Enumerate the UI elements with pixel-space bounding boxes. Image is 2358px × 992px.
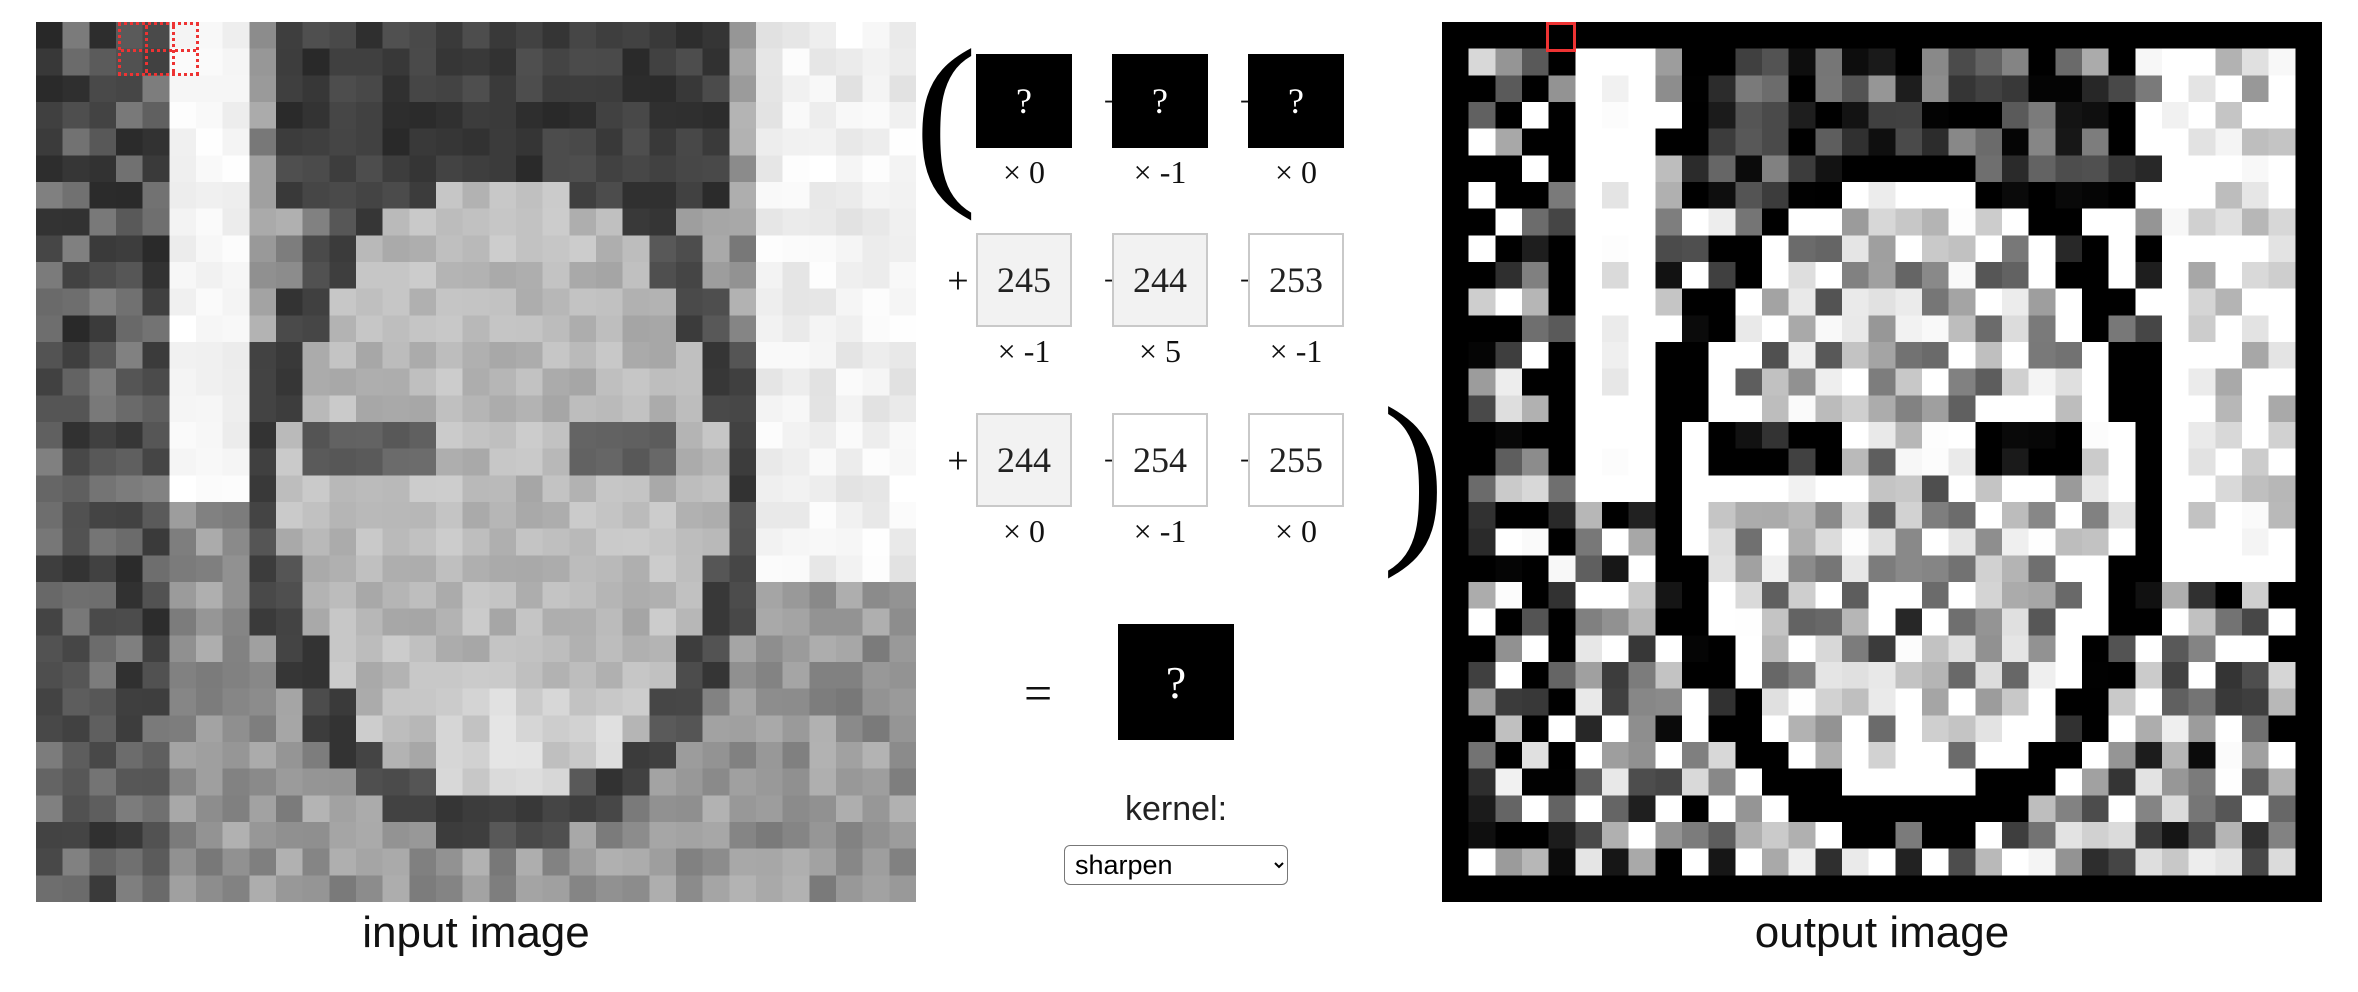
left-parenthesis: ( [914, 12, 978, 222]
equation-cell: 244 [976, 413, 1072, 507]
result-cell: ? [1118, 624, 1234, 740]
equation-cell: 253 [1248, 233, 1344, 327]
kernel-weight: × 0 [1274, 154, 1318, 190]
input-image[interactable] [36, 22, 916, 902]
equation-cell: 245 [976, 233, 1072, 327]
output-pixel-marker [1546, 22, 1576, 52]
equation-cell: 254 [1112, 413, 1208, 507]
plus-sign: + [947, 260, 969, 302]
input-image-pixels[interactable] [36, 22, 916, 902]
kernel-selection-box [118, 22, 199, 76]
output-image-caption: output image [1754, 908, 2010, 957]
equation-cell: ? [1112, 54, 1208, 148]
kernel-label: kernel: [1124, 790, 1228, 828]
kernel-weight: × 0 [1274, 513, 1318, 549]
input-image-caption: input image [362, 908, 590, 957]
output-image-pixels[interactable] [1442, 22, 2322, 902]
right-parenthesis: ) [1382, 370, 1446, 580]
kernel-weight: × 0 [1002, 154, 1046, 190]
kernel-weight: × -1 [1133, 154, 1187, 190]
equation-cell: 244 [1112, 233, 1208, 327]
kernel-weight: × 0 [1002, 513, 1046, 549]
kernel-select[interactable]: sharpen [1064, 845, 1288, 885]
equation-cell: ? [976, 54, 1072, 148]
output-image[interactable] [1442, 22, 2322, 902]
kernel-weight: × 5 [1138, 333, 1182, 369]
kernel-weight: × -1 [1133, 513, 1187, 549]
equals-sign: = [1024, 665, 1053, 721]
equation-cell: 255 [1248, 413, 1344, 507]
selection-grid-line [121, 49, 196, 52]
plus-sign: + [947, 440, 969, 482]
kernel-weight: × -1 [1269, 333, 1323, 369]
kernel-weight: × -1 [997, 333, 1051, 369]
equation-cell: ? [1248, 54, 1344, 148]
